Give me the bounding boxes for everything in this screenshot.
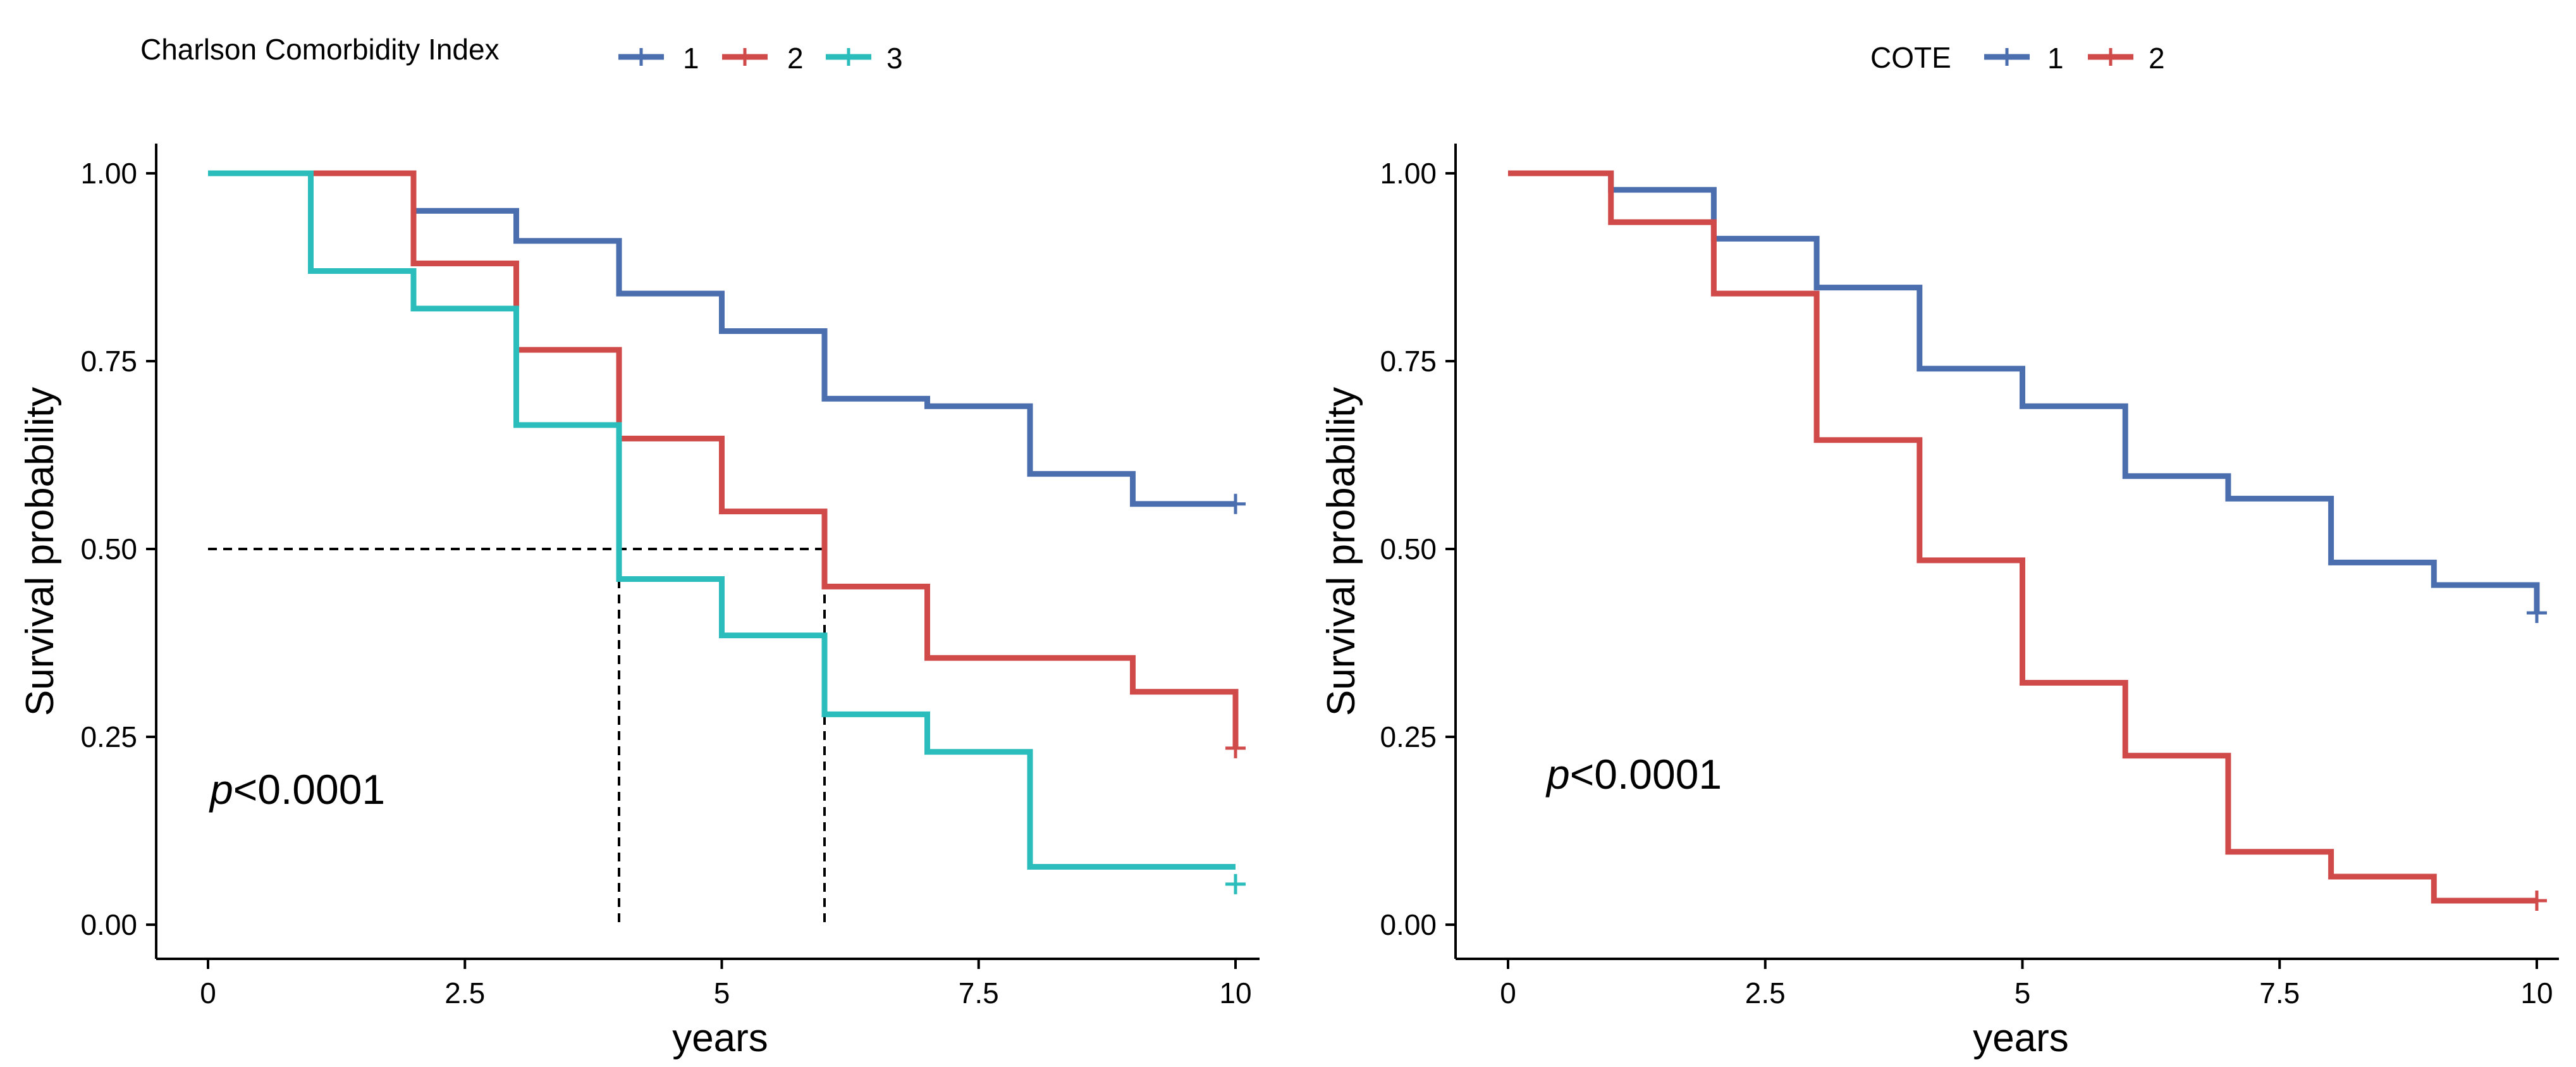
series-line-2 <box>208 170 1239 748</box>
series-line-3 <box>208 170 1236 870</box>
x-axis-title: years <box>1973 1016 2069 1060</box>
censor-mark-3 <box>1225 873 1246 894</box>
p-value-text: <0.0001 <box>233 766 385 813</box>
series-lines <box>208 170 1239 870</box>
y-tick-label: 0.00 <box>80 908 137 941</box>
x-tick-label: 2.5 <box>445 977 485 1009</box>
x-tick-label: 5 <box>714 977 730 1009</box>
y-tick-label: 0.50 <box>1380 533 1437 565</box>
legend-items: 1 2 3 <box>618 42 903 75</box>
x-tick-label: 10 <box>1219 977 1251 1009</box>
censor-marks <box>1225 493 1246 894</box>
plot-area <box>1508 170 2547 911</box>
x-ticks: 0 2.5 5 7.5 10 <box>1500 959 2553 1009</box>
legend-title: Charlson Comorbidity Index <box>140 33 500 66</box>
y-tick-label: 0.00 <box>1380 908 1437 941</box>
legend-title: COTE <box>1870 41 1951 74</box>
legend: Charlson Comorbidity Index 1 2 3 <box>140 33 903 75</box>
x-tick-label: 5 <box>2015 977 2031 1009</box>
series-line-2 <box>1508 170 2537 904</box>
x-ticks: 0 2.5 5 7.5 10 <box>200 959 1252 1009</box>
plot-area <box>208 170 1246 925</box>
x-tick-label: 0 <box>1500 977 1516 1009</box>
legend-label-1: 1 <box>683 42 699 75</box>
censor-mark-2 <box>2527 890 2547 911</box>
y-tick-label: 1.00 <box>80 157 137 190</box>
axes: 0 2.5 5 7.5 10 0.00 0.25 0.50 0.75 1.00 <box>1380 144 2559 1009</box>
censor-mark-2 <box>1225 737 1246 758</box>
p-value-annotation: p<0.0001 <box>209 766 385 813</box>
axes: 0 2.5 5 7.5 10 0.00 0.25 0.50 0.75 1.00 <box>80 144 1260 1009</box>
y-tick-label: 0.75 <box>80 345 137 378</box>
legend-censor-mark-1 <box>632 48 650 66</box>
censor-mark-1 <box>1225 493 1246 514</box>
x-tick-label: 7.5 <box>2259 977 2300 1009</box>
y-ticks: 0.00 0.25 0.50 0.75 1.00 <box>1380 157 1456 941</box>
legend-label-2: 2 <box>2149 42 2165 75</box>
censor-mark-1 <box>2527 602 2547 623</box>
y-tick-label: 1.00 <box>1380 157 1437 190</box>
y-tick-label: 0.50 <box>80 533 137 565</box>
km-chart-charlson: Charlson Comorbidity Index 1 2 3 0 2.5 5 7.5 1… <box>18 33 1260 1060</box>
legend-label-3: 3 <box>886 42 903 75</box>
y-axis-title: Survival probability <box>1320 387 1363 716</box>
x-axis-title: years <box>672 1016 768 1060</box>
series-lines <box>1508 170 2540 904</box>
legend-censor-mark-1 <box>1998 48 2016 66</box>
p-value-prefix: p <box>1545 751 1570 798</box>
legend-censor-mark-2 <box>736 48 754 66</box>
x-tick-label: 0 <box>200 977 216 1009</box>
p-value-prefix: p <box>209 766 233 813</box>
x-tick-label: 7.5 <box>959 977 999 1009</box>
x-tick-label: 2.5 <box>1745 977 1786 1009</box>
legend-label-2: 2 <box>787 42 804 75</box>
x-tick-label: 10 <box>2520 977 2553 1009</box>
y-axis-title: Survival probability <box>18 387 62 716</box>
y-tick-label: 0.75 <box>1380 345 1437 378</box>
p-value-annotation: p<0.0001 <box>1545 751 1722 798</box>
legend-censor-mark-3 <box>840 48 857 66</box>
legend-label-1: 1 <box>2047 42 2064 75</box>
legend-censor-mark-2 <box>2102 48 2119 66</box>
series-line-1 <box>1508 170 2540 613</box>
p-value-text: <0.0001 <box>1570 751 1722 798</box>
y-tick-label: 0.25 <box>1380 720 1437 753</box>
censor-marks <box>2527 602 2547 911</box>
median-lines <box>208 548 826 925</box>
y-tick-label: 0.25 <box>80 720 137 753</box>
y-ticks: 0.00 0.25 0.50 0.75 1.00 <box>80 157 156 941</box>
series-line-1 <box>208 170 1236 507</box>
